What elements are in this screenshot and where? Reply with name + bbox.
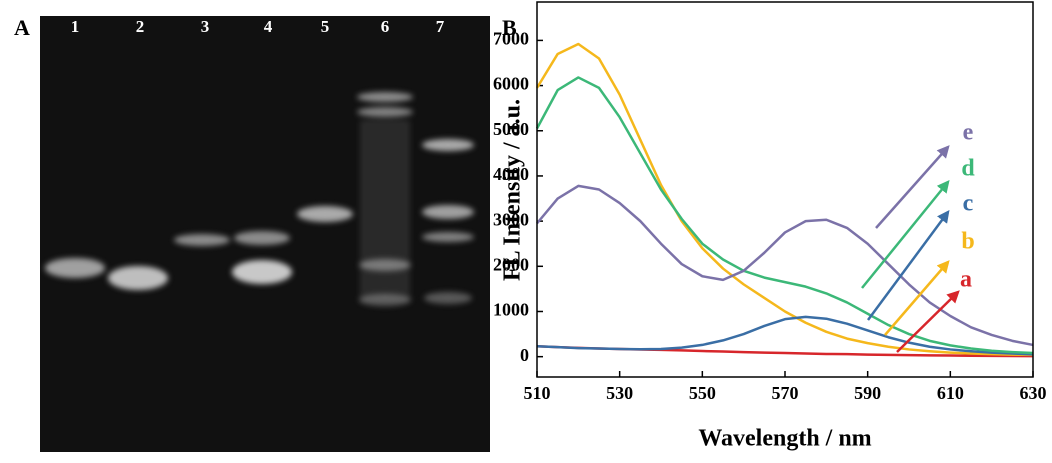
y-tick-label: 5000 <box>493 119 529 139</box>
y-tick-label: 7000 <box>493 29 529 49</box>
legend-label: c <box>963 191 974 217</box>
panel-label: A <box>14 15 30 40</box>
y-tick-label: 3000 <box>493 209 529 229</box>
series-line <box>536 315 1034 356</box>
gel-bands <box>45 92 474 306</box>
series-line <box>535 42 1034 357</box>
legend-label: a <box>960 267 972 293</box>
x-tick-label: 590 <box>854 383 881 403</box>
x-tick-label: 510 <box>524 383 551 403</box>
lane-label: 2 <box>136 17 145 36</box>
legend-arrow <box>875 145 950 229</box>
series-line <box>536 184 1034 347</box>
x-axis-label: Wavelength / nm <box>698 426 871 452</box>
lane-label: 3 <box>201 17 210 36</box>
x-tick-label: 570 <box>772 383 799 403</box>
y-tick-label: 6000 <box>493 74 529 94</box>
y-tick-label: 0 <box>520 345 529 365</box>
x-tick-label: 550 <box>689 383 716 403</box>
plot-frame <box>536 1 1034 378</box>
legend-label: b <box>961 229 974 255</box>
legend-arrow <box>884 260 950 336</box>
series-line <box>535 76 1034 355</box>
panel-label: B <box>502 15 517 40</box>
x-tick-label: 530 <box>606 383 633 403</box>
y-tick-label: 4000 <box>493 164 529 184</box>
x-tick-label: 610 <box>937 383 964 403</box>
x-tick-label: 630 <box>1020 383 1047 403</box>
legend-label: e <box>963 120 974 146</box>
lane-label: 1 <box>71 17 80 36</box>
lane-label: 5 <box>321 17 330 36</box>
legend-arrow <box>896 290 960 353</box>
y-tick-label: 1000 <box>493 300 529 320</box>
y-axis-label: FL Intensity / a.u. <box>500 99 526 281</box>
legend-label: d <box>961 156 975 182</box>
legend-arrow <box>861 180 950 289</box>
lane-label: 7 <box>436 17 445 36</box>
lane-label: 6 <box>381 17 390 36</box>
lane-label: 4 <box>264 17 273 36</box>
legend-arrow <box>866 209 950 321</box>
y-tick-label: 2000 <box>493 254 529 274</box>
